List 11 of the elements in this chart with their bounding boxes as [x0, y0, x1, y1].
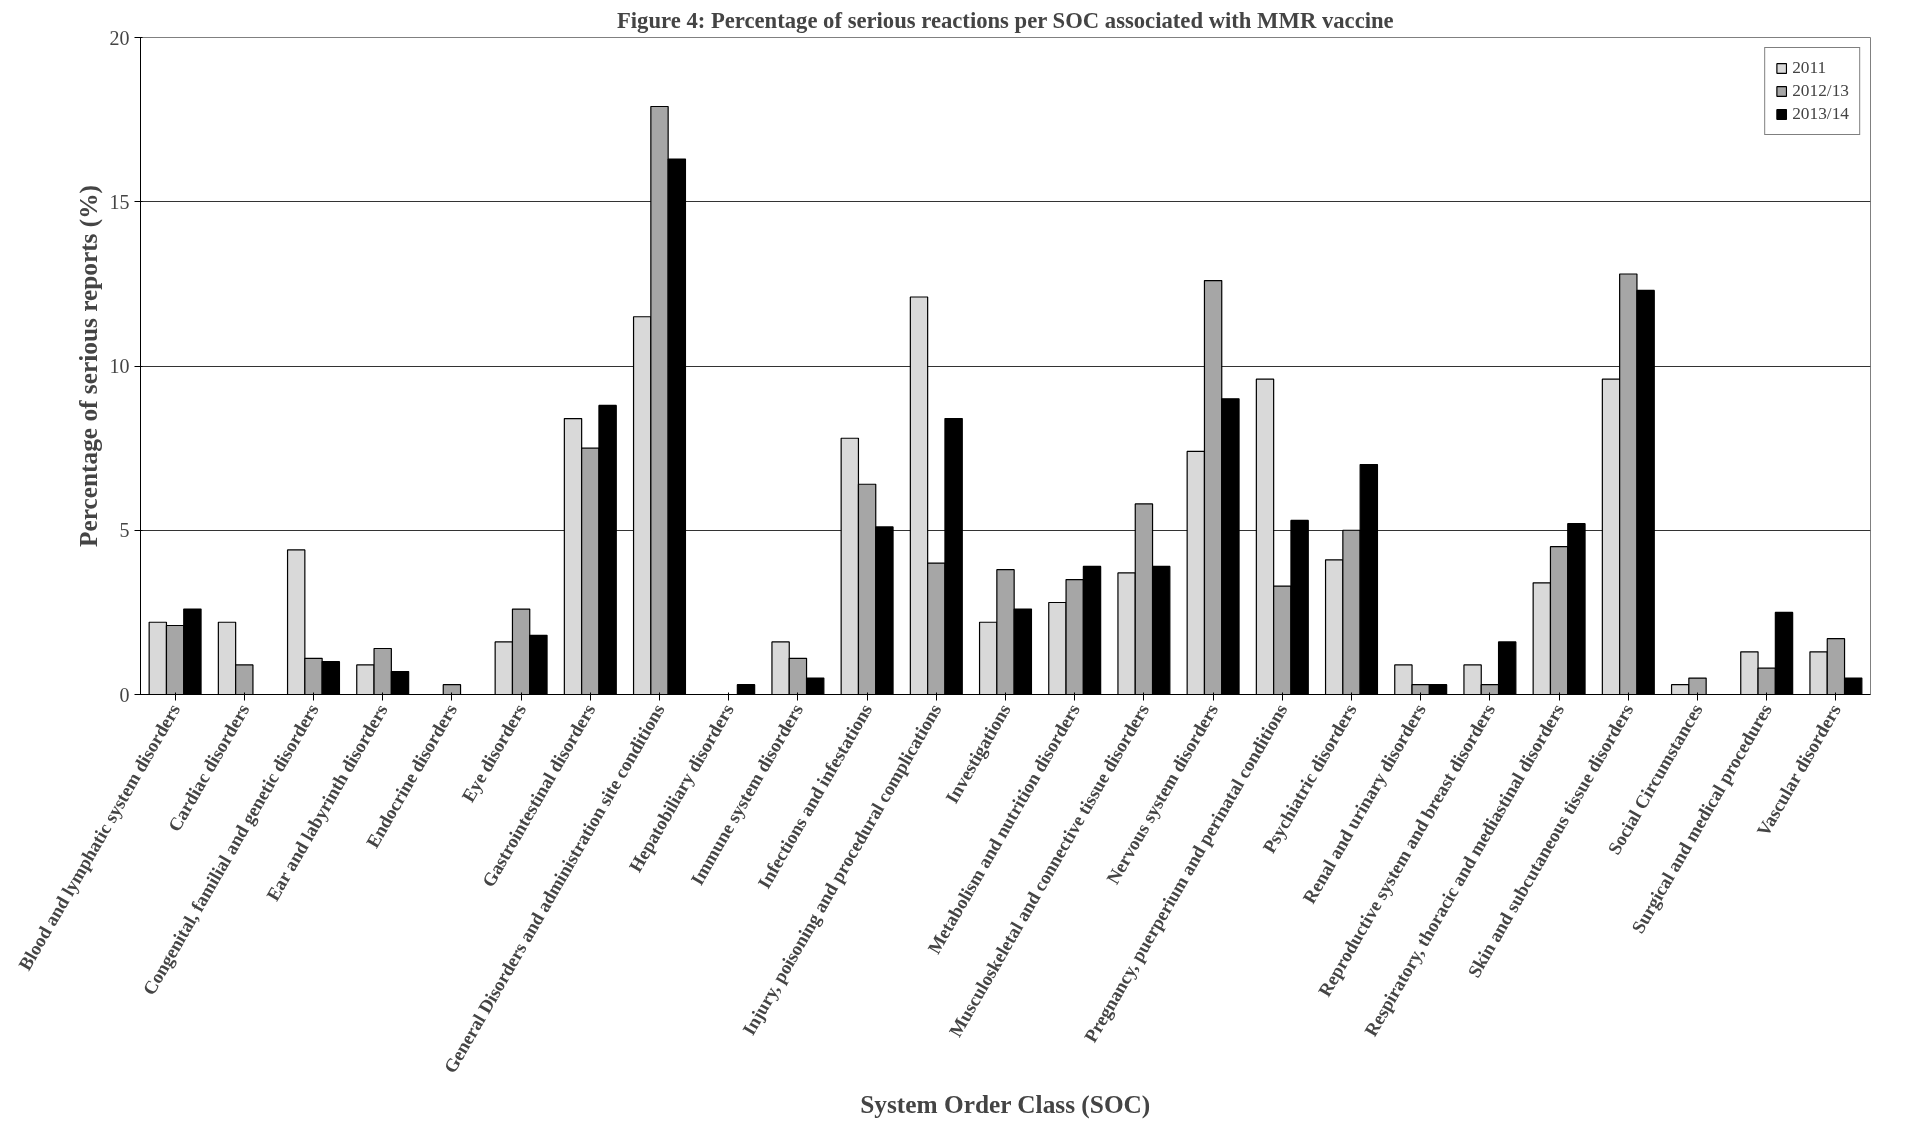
legend-label: 2012/13 [1792, 81, 1849, 101]
chart-title: Figure 4: Percentage of serious reactions per SOC associated with MMR vaccine [616, 7, 1394, 33]
legend-label: 2011 [1792, 58, 1827, 78]
x-axis-title: System Order Class (SOC) [860, 1089, 1151, 1119]
y-tick-label: 5 [119, 519, 130, 542]
y-tick-label: 0 [119, 683, 130, 706]
y-tick-label: 20 [109, 26, 130, 49]
y-tick-label: 10 [109, 355, 130, 377]
y-tick-label: 15 [109, 190, 130, 213]
y-axis-title: Percentage of serious reports (%) [73, 184, 103, 547]
legend-label: 2013/14 [1792, 104, 1849, 124]
